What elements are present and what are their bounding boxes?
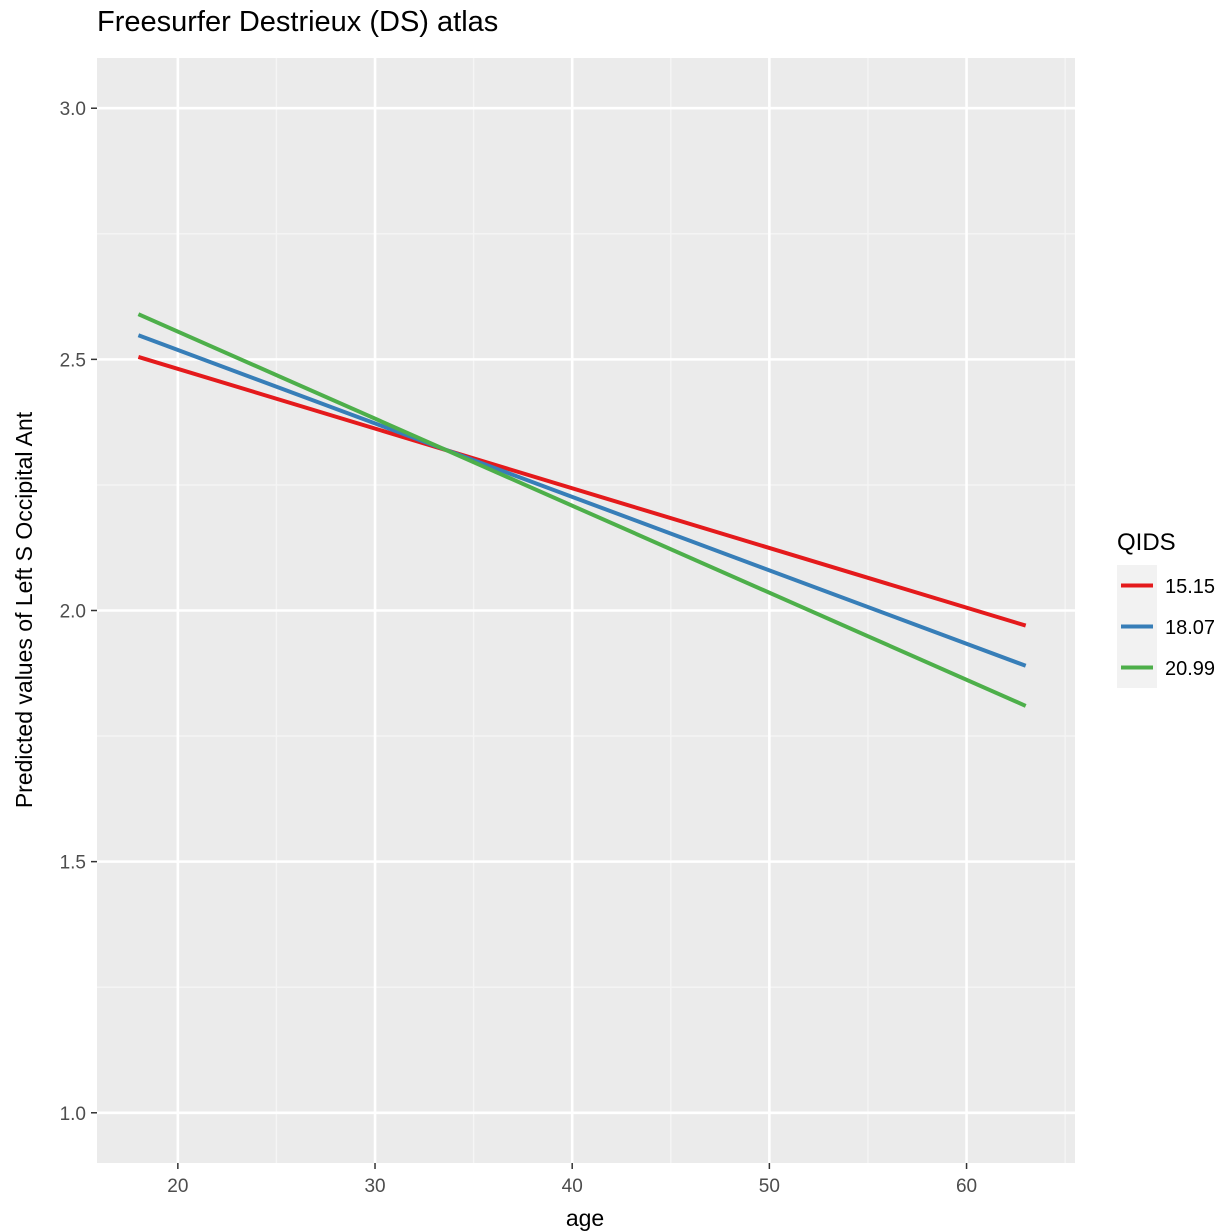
series-lines <box>137 312 1027 708</box>
chart-title: Freesurfer Destrieux (DS) atlas <box>97 6 499 38</box>
x-tick-label: 50 <box>759 1176 780 1197</box>
y-tick-label: 2.0 <box>60 602 86 623</box>
legend-label-1: 15.15 <box>1165 576 1215 598</box>
series-line-2 <box>137 333 1027 668</box>
x-tick-label: 20 <box>167 1176 188 1197</box>
y-axis-title: Predicted values of Left S Occipital Ant <box>11 411 37 808</box>
legend-label-2: 18.07 <box>1165 617 1215 639</box>
legend-title: QIDS <box>1117 529 1176 556</box>
y-tick-label: 1.5 <box>60 853 86 874</box>
series-line-1 <box>137 354 1027 628</box>
x-tick-label: 60 <box>956 1176 977 1197</box>
x-tick-label: 40 <box>562 1176 583 1197</box>
legend-label-3: 20.99 <box>1165 658 1215 680</box>
x-axis-title: age <box>566 1205 604 1231</box>
legend: QIDS 15.15 18.07 20.99 <box>1117 529 1215 688</box>
x-tick-label: 30 <box>364 1176 385 1197</box>
series-line-3 <box>137 312 1027 708</box>
y-axis-ticks: 1.0 1.5 2.0 2.5 3.0 <box>60 99 97 1125</box>
y-tick-label: 2.5 <box>60 350 86 371</box>
y-tick-label: 3.0 <box>60 99 86 120</box>
grid-major <box>97 58 1075 1163</box>
y-tick-label: 1.0 <box>60 1104 86 1125</box>
x-axis-ticks: 20 30 40 50 60 <box>167 1163 977 1197</box>
